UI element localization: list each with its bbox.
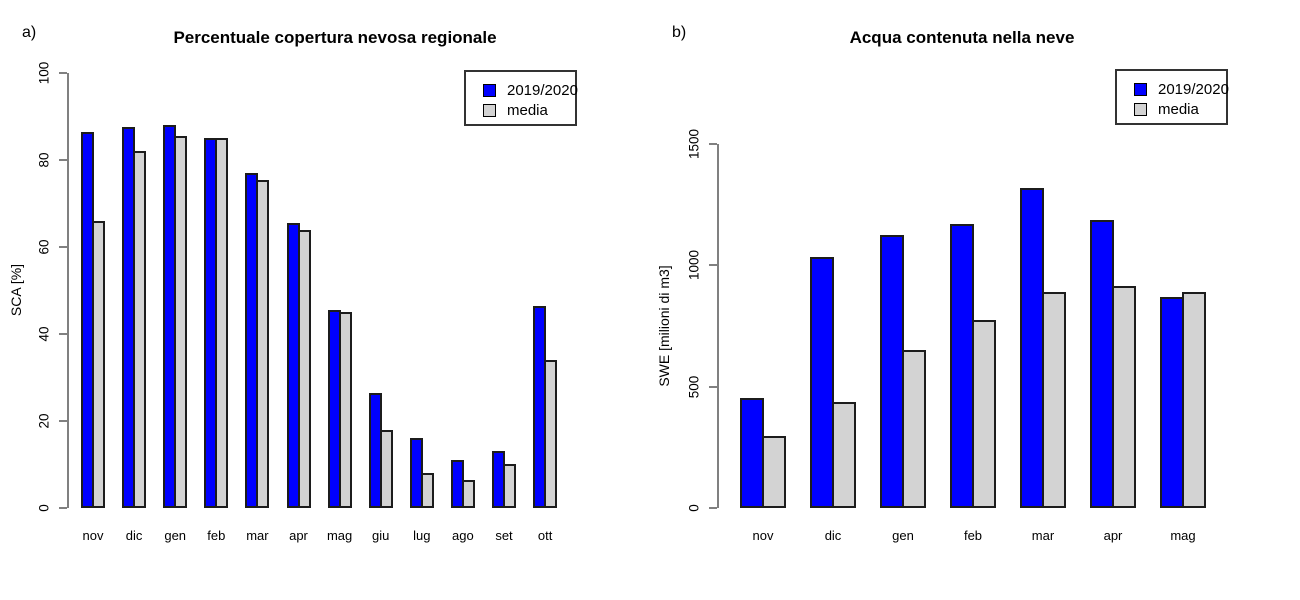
bar-2019-2020-dic [810,257,834,508]
y-tick-mark [59,246,67,248]
y-tick-mark [709,143,717,145]
plot-area-b: 0 500 1000 1500 nov dic gen feb mar apr mag [650,0,1300,600]
y-axis-line [717,144,719,508]
x-tick-label-nov: nov [752,528,774,543]
bar-media-mar [256,180,270,508]
y-tick-label: 100 [36,61,52,85]
x-tick-label-feb: feb [207,528,226,543]
bar-media-mag [338,312,352,508]
y-tick-label: 40 [36,326,52,342]
x-tick-label-ago: ago [452,528,474,543]
legend-label: 2019/2020 [507,81,578,99]
legend-item: media [483,100,575,120]
bar-media-nov [92,221,105,508]
chart-title-b: Acqua contenuta nella neve [849,28,1075,47]
x-tick-label-mag: mag [326,528,353,543]
x-tick-label-dic: dic [824,528,842,543]
x-tick-label-feb: feb [963,528,983,543]
panel-a: a) Percentuale copertura nevosa regional… [8,24,578,543]
bar-media-apr [297,230,311,508]
y-tick-label: 1000 [686,250,702,281]
y-tick-mark [59,159,67,161]
y-tick-mark [59,420,67,422]
legend-item: media [1134,99,1226,119]
x-tick-label-giu: giu [372,528,390,543]
bar-media-feb [215,138,229,508]
x-tick-label-dic: dic [125,528,143,543]
y-tick-label: 20 [36,413,52,429]
legend-item: 2019/2020 [1134,79,1229,99]
bar-2019-2020-mag [1160,297,1184,508]
y-tick-mark [709,264,717,267]
y-tick-mark [59,333,67,335]
y-tick-label: 60 [36,239,52,255]
x-tick-label-set: set [495,528,513,543]
y-tick-label: 80 [36,152,52,168]
bar-media-gen [902,350,926,508]
legend-b: 2019/2020 media [1115,69,1229,125]
bar-media-ago [461,480,475,508]
bar-2019-2020-nov [740,398,764,508]
legend-a: 2019/2020 media [464,70,578,126]
bar-media-giu [379,430,393,508]
legend-label: media [1158,100,1199,118]
x-tick-label-ott: ott [537,528,553,543]
x-tick-label-mar: mar [1031,528,1055,543]
bar-media-lug [420,473,434,508]
y-tick-mark [59,72,67,74]
y-tick-mark [709,385,717,388]
x-tick-label-gen: gen [892,528,914,543]
bar-media-ott [544,360,558,508]
bar-media-mag [1182,292,1206,508]
bar-media-dic [832,402,856,508]
y-tick-mark [59,507,67,509]
legend-item: 2019/2020 [483,80,578,100]
x-tick-label-apr: apr [1103,528,1123,543]
bar-media-feb [972,320,996,508]
bar-2019-2020-gen [880,235,904,508]
x-tick-label-mag: mag [1170,528,1196,543]
legend-swatch-2019-2020 [1134,82,1147,96]
x-tick-label-lug: lug [413,528,431,543]
x-tick-label-nov: nov [82,528,104,543]
y-tick-label: 1500 [686,128,702,160]
bar-media-set [503,464,516,508]
panel-b: b) Acqua contenuta nella neve SWE [milio… [650,0,1300,600]
x-tick-label-apr: apr [289,528,308,543]
panel-label-a: a) [22,24,37,41]
legend-swatch-media [483,103,496,117]
legend-label: 2019/2020 [1158,80,1229,98]
bar-media-apr [1112,286,1136,508]
chart-title-a: Percentuale copertura nevosa regionale [173,28,497,47]
bar-2019-2020-apr [1090,220,1114,508]
bar-2019-2020-mar [1020,188,1044,508]
panel-label-b: b) [672,24,687,41]
bar-media-dic [133,151,147,508]
bar-media-mar [1042,292,1066,508]
y-tick-label: 500 [686,375,702,398]
y-tick-mark [709,507,717,509]
x-tick-label-gen: gen [164,528,187,543]
bar-2019-2020-feb [950,224,974,508]
y-axis-line [67,73,69,508]
plot-area-a: 0 20 40 60 80 100 nov dic gen feb mar apr mag giu lug a… [36,61,558,543]
x-tick-label-mar: mar [246,528,269,543]
legend-swatch-2019-2020 [483,83,496,97]
y-tick-label: 0 [686,504,702,512]
bar-media-nov [762,436,786,508]
legend-swatch-media [1134,102,1147,116]
legend-label: media [507,101,548,119]
bar-media-gen [174,136,188,508]
y-tick-label: 0 [36,504,52,512]
